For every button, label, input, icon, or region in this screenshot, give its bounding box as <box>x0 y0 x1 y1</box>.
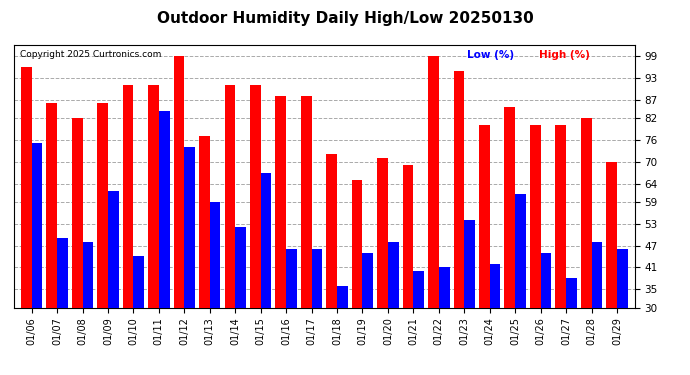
Bar <box>148 85 159 375</box>
Bar <box>72 118 83 375</box>
Bar <box>275 96 286 375</box>
Bar <box>123 85 133 375</box>
Bar <box>32 143 42 375</box>
Bar <box>515 195 526 375</box>
Bar <box>301 96 312 375</box>
Bar <box>530 125 541 375</box>
Bar <box>377 158 388 375</box>
Bar <box>174 56 184 375</box>
Text: Low (%): Low (%) <box>467 50 514 60</box>
Bar <box>490 264 500 375</box>
Bar <box>133 256 144 375</box>
Bar <box>607 162 617 375</box>
Bar <box>439 267 449 375</box>
Text: High (%): High (%) <box>539 50 589 60</box>
Bar <box>108 191 119 375</box>
Bar <box>224 85 235 375</box>
Bar <box>362 253 373 375</box>
Bar <box>428 56 439 375</box>
Bar <box>453 70 464 375</box>
Bar <box>403 165 413 375</box>
Bar <box>159 111 170 375</box>
Bar <box>46 104 57 375</box>
Text: Copyright 2025 Curtronics.com: Copyright 2025 Curtronics.com <box>20 50 161 59</box>
Bar <box>337 286 348 375</box>
Bar <box>184 147 195 375</box>
Bar <box>57 238 68 375</box>
Bar <box>591 242 602 375</box>
Bar <box>464 220 475 375</box>
Bar <box>199 136 210 375</box>
Bar <box>388 242 399 375</box>
Bar <box>261 172 271 375</box>
Text: Outdoor Humidity Daily High/Low 20250130: Outdoor Humidity Daily High/Low 20250130 <box>157 11 533 26</box>
Bar <box>97 104 108 375</box>
Bar <box>413 271 424 375</box>
Bar <box>352 180 362 375</box>
Bar <box>581 118 591 375</box>
Bar <box>250 85 261 375</box>
Bar <box>555 125 566 375</box>
Bar <box>541 253 551 375</box>
Bar <box>504 107 515 375</box>
Bar <box>479 125 490 375</box>
Bar <box>83 242 93 375</box>
Bar <box>312 249 322 375</box>
Bar <box>326 154 337 375</box>
Bar <box>286 249 297 375</box>
Bar <box>617 249 628 375</box>
Bar <box>210 202 221 375</box>
Bar <box>235 227 246 375</box>
Bar <box>21 67 32 375</box>
Bar <box>566 278 577 375</box>
